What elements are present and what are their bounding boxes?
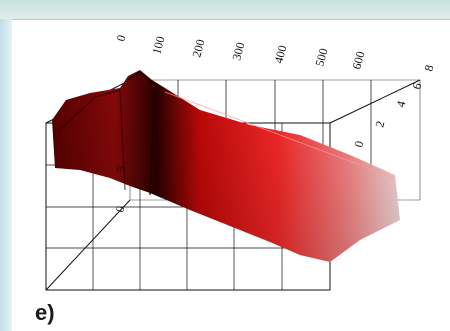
x-tick-labels: 0 100 200 300 400 500 600 xyxy=(113,33,367,70)
x-tick: 600 xyxy=(349,50,367,71)
z-tick-labels: 0 5 xyxy=(112,164,128,213)
surface-mesh xyxy=(52,70,400,262)
x-tick: 0 xyxy=(113,33,128,42)
header-strip xyxy=(0,0,450,20)
y-tick: 0 xyxy=(351,139,366,148)
y-tick: 6 xyxy=(409,81,424,90)
panel-label: e) xyxy=(35,300,55,325)
z-tick: 0 xyxy=(112,204,127,213)
x-tick: 300 xyxy=(229,41,247,62)
x-tick: 200 xyxy=(189,38,207,59)
x-tick: 400 xyxy=(271,44,289,65)
y-tick-labels: 0 2 4 6 8 xyxy=(351,63,436,148)
left-rail xyxy=(0,19,12,331)
y-tick: 8 xyxy=(421,63,436,72)
y-tick: 2 xyxy=(372,119,387,128)
y-tick: 4 xyxy=(393,99,408,108)
z-tick: 5 xyxy=(113,164,128,173)
x-tick: 500 xyxy=(312,47,330,68)
x-tick: 100 xyxy=(149,35,167,56)
